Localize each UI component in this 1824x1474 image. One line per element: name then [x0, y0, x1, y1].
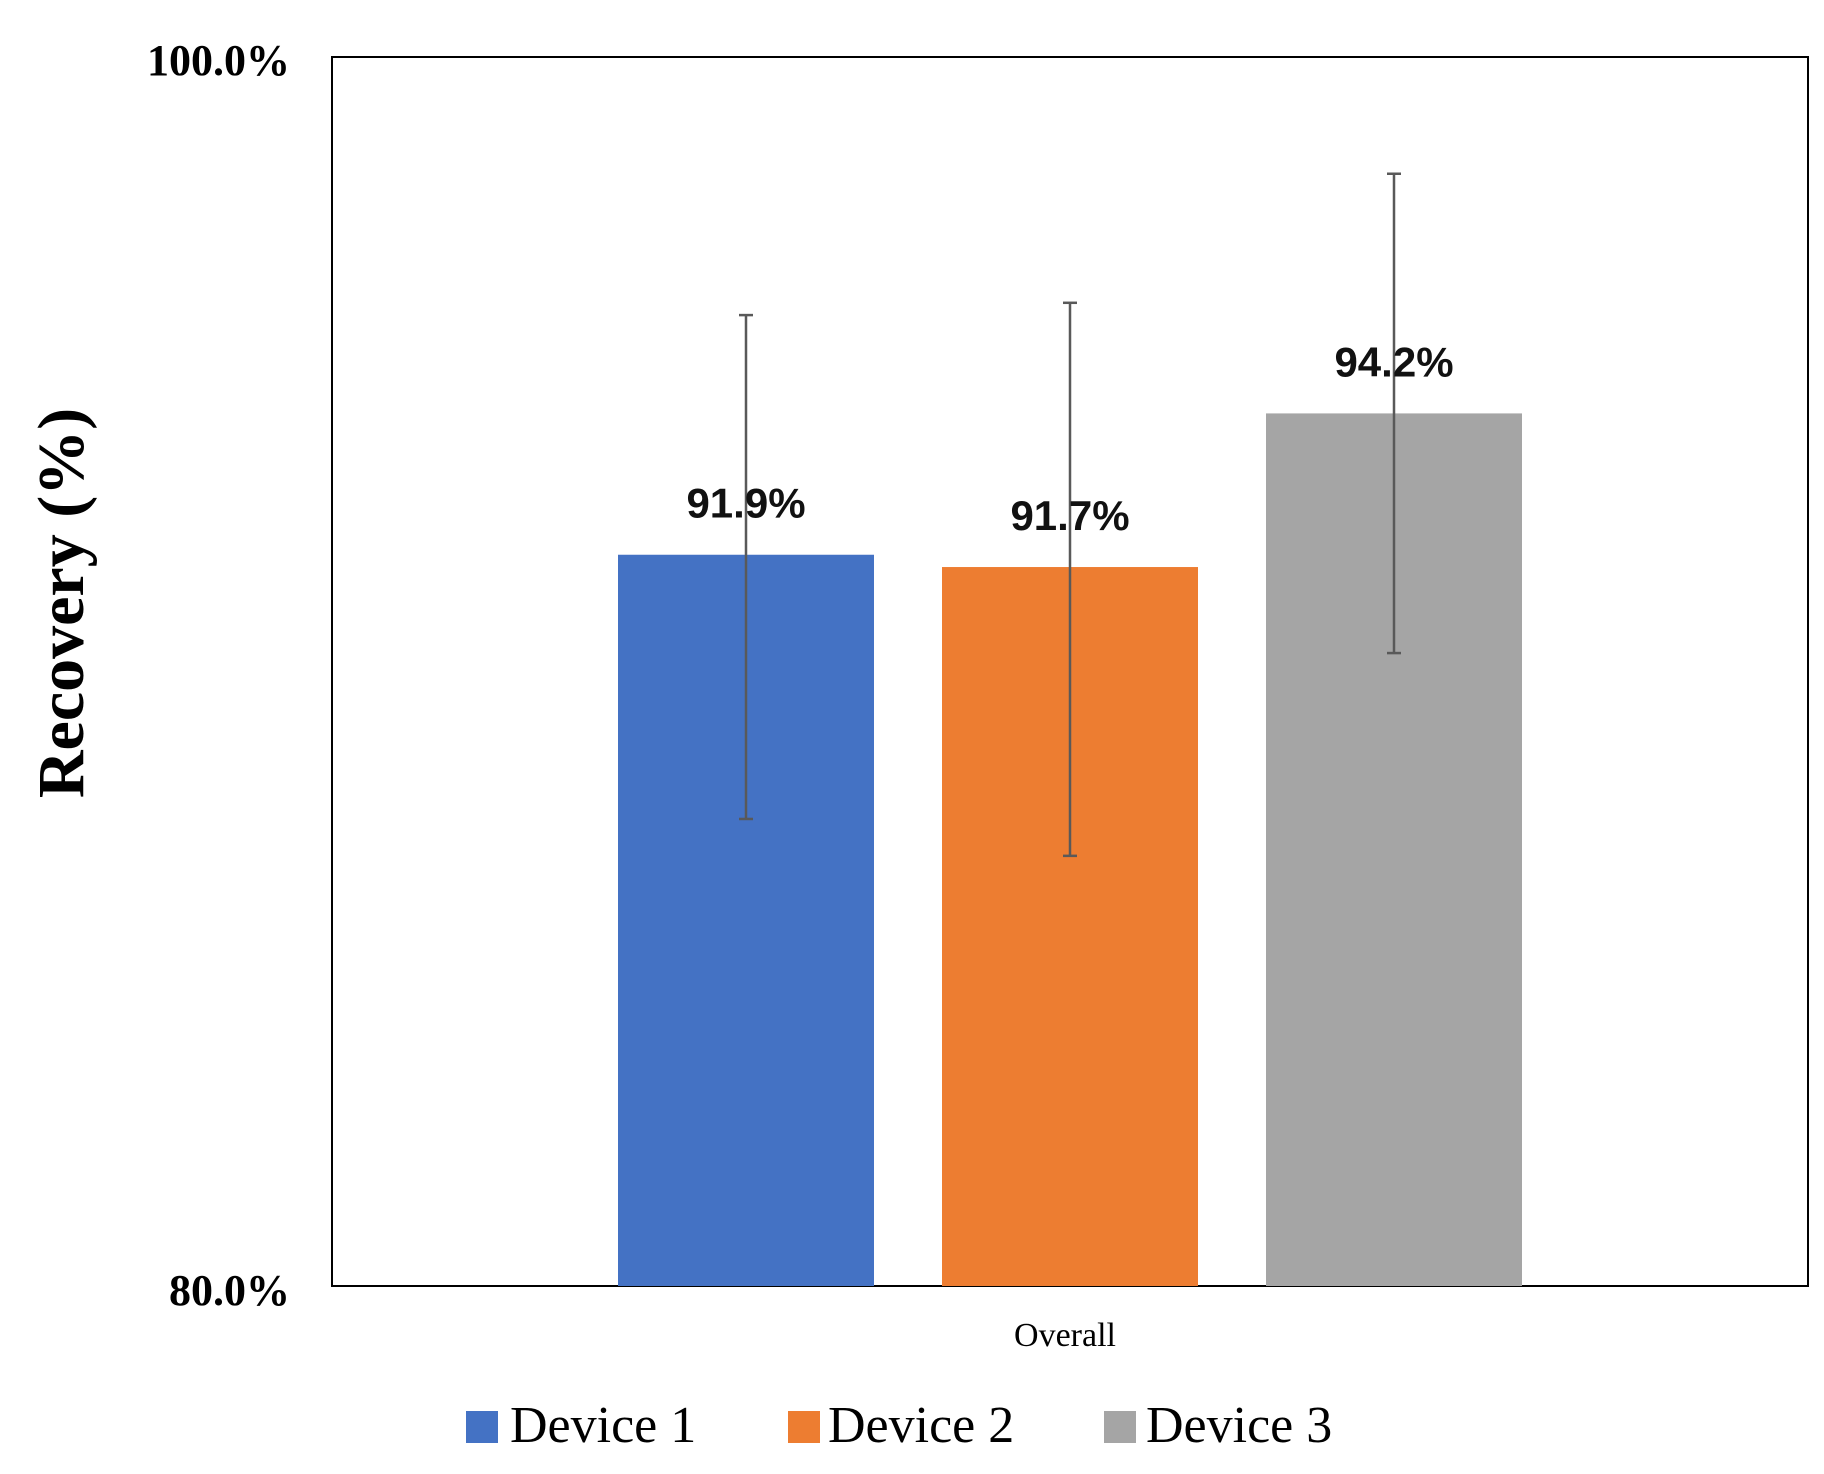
y-tick-label-bottom: 80.0%: [169, 1266, 290, 1315]
data-label-device-3: 94.2%: [1334, 338, 1453, 385]
legend: Device 1 Device 2 Device 3: [466, 1397, 1332, 1454]
data-label-device-2: 91.7%: [1010, 492, 1129, 539]
legend-label-device-1: Device 1: [510, 1397, 696, 1454]
y-axis-title: Recovery (%): [25, 408, 98, 798]
legend-label-device-3: Device 3: [1146, 1397, 1332, 1454]
x-category-label: Overall: [1014, 1317, 1116, 1354]
legend-label-device-2: Device 2: [828, 1397, 1014, 1454]
data-labels-layer: 91.9% 91.7% 94.2%: [686, 338, 1453, 539]
legend-swatch-device-3: [1104, 1411, 1136, 1443]
error-bars-layer: [739, 172, 1401, 858]
y-tick-label-top: 100.0%: [147, 36, 290, 85]
data-label-device-1: 91.9%: [686, 480, 805, 527]
legend-swatch-device-1: [466, 1411, 498, 1443]
legend-swatch-device-2: [788, 1411, 820, 1443]
